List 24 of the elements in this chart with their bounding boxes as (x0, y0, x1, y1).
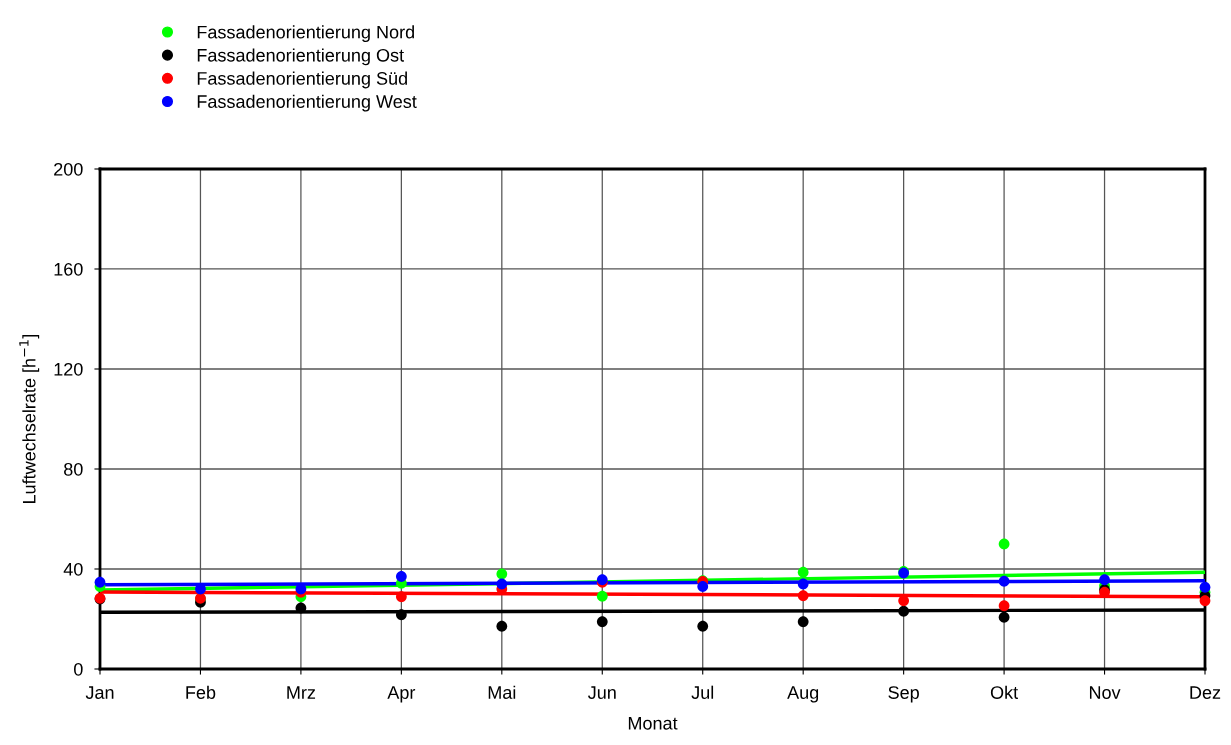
x-tick-label: Nov (1089, 686, 1121, 699)
legend-label: Fassadenorientierung Nord (197, 25, 414, 43)
y-tick-label: 80 (64, 462, 83, 476)
x-tick-label: Jul (691, 685, 714, 699)
x-tick-label: Feb (186, 685, 216, 699)
x-tick-label: Aug (787, 686, 819, 703)
x-tick-label: Jun (588, 686, 616, 699)
x-tick-label: Dez (1190, 686, 1221, 699)
x-tick-label: Jan (85, 686, 114, 699)
x-tick-label: Apr (387, 686, 416, 703)
y-tick-label: 120 (54, 362, 83, 376)
x-tick-label: Mrz (287, 686, 316, 699)
y-axis-title: Luftwechselrate [h$^{−1}$] (19, 334, 40, 504)
y-tick-label: 0 (74, 662, 83, 676)
x-tick-label: Sep (888, 686, 919, 703)
y-tick-label: 40 (63, 562, 83, 576)
y-tick-label: 160 (54, 262, 83, 276)
legend-label: Fassadenorientierung Ost (197, 48, 404, 66)
legend-label: Fassadenorientierung Süd (197, 71, 407, 89)
legend-label: Fassadenorientierung West (197, 94, 417, 112)
y-tick-label: 200 (54, 162, 83, 176)
x-tick-label: Okt (990, 685, 1018, 699)
x-axis-title: Monat (628, 717, 678, 730)
x-tick-label: Mai (488, 685, 516, 699)
